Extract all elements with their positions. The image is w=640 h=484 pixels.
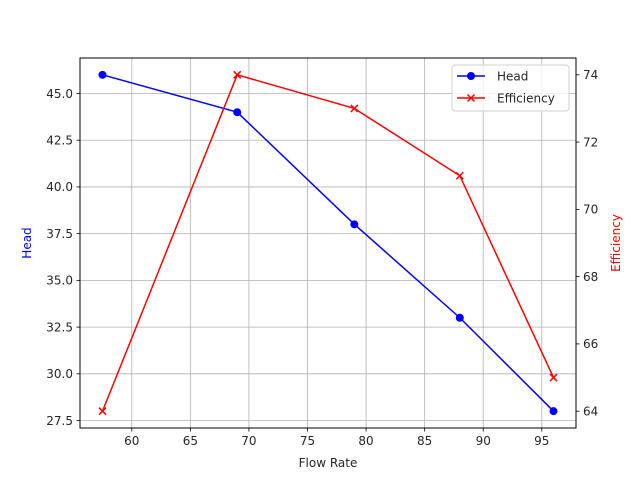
data-point-circle <box>350 220 359 229</box>
data-point-circle <box>98 70 107 79</box>
x-axis-label: Flow Rate <box>299 456 358 470</box>
data-point-circle <box>233 108 242 117</box>
y-tick-label-right: 68 <box>583 270 598 284</box>
legend-item-efficiency: Efficiency <box>457 92 555 106</box>
y-tick-label-left: 42.5 <box>46 134 73 148</box>
y-axis-right: 64 66 68 70 72 74 <box>576 68 598 418</box>
circle-marker-icon <box>467 72 475 80</box>
y-tick-label-left: 27.5 <box>46 414 73 428</box>
y-tick-label-right: 72 <box>583 135 598 149</box>
data-point-x <box>350 104 359 113</box>
x-tick-label: 60 <box>124 434 139 448</box>
data-point-x <box>455 171 464 180</box>
y-tick-label-right: 66 <box>583 337 598 351</box>
y-axis-left-label: Head <box>20 227 34 258</box>
y-tick-label-left: 32.5 <box>46 320 73 334</box>
legend-label-efficiency: Efficiency <box>497 92 555 106</box>
x-axis: 60 65 70 75 80 85 90 95 <box>124 428 549 448</box>
data-point-x <box>98 407 107 416</box>
y-tick-label-right: 74 <box>583 68 598 82</box>
x-tick-label: 85 <box>417 434 432 448</box>
series-line <box>101 73 555 412</box>
x-tick-label: 75 <box>300 434 315 448</box>
x-tick-label: 95 <box>534 434 549 448</box>
data-point-circle <box>455 313 464 322</box>
plot-frame <box>79 57 577 429</box>
x-tick-label: 90 <box>476 434 491 448</box>
legend-label-head: Head <box>497 70 528 84</box>
y-tick-label-left: 35.0 <box>46 274 73 288</box>
y-tick-label-left: 37.5 <box>46 227 73 241</box>
x-tick-label: 80 <box>358 434 373 448</box>
series-layer <box>98 70 558 416</box>
x-tick-label: 70 <box>241 434 256 448</box>
y-tick-label-left: 40.0 <box>46 180 73 194</box>
series-head <box>98 70 558 416</box>
legend: Head Efficiency <box>451 64 570 112</box>
y-axis-right-label: Efficiency <box>609 214 623 272</box>
x-marker-icon <box>466 93 476 103</box>
legend-item-head: Head <box>457 70 528 84</box>
y-tick-label-right: 70 <box>583 203 598 217</box>
y-tick-label-left: 30.0 <box>46 367 73 381</box>
data-point-circle <box>549 407 558 416</box>
series-efficiency <box>98 70 558 416</box>
data-point-x <box>233 70 242 79</box>
y-tick-label-left: 45.0 <box>46 87 73 101</box>
y-tick-label-right: 64 <box>583 404 598 418</box>
y-axis-left: 27.5 30.0 32.5 35.0 37.5 40.0 42.5 45.0 <box>46 87 80 428</box>
data-point-x <box>549 373 558 382</box>
x-tick-label: 65 <box>183 434 198 448</box>
grid-lines <box>80 58 576 428</box>
